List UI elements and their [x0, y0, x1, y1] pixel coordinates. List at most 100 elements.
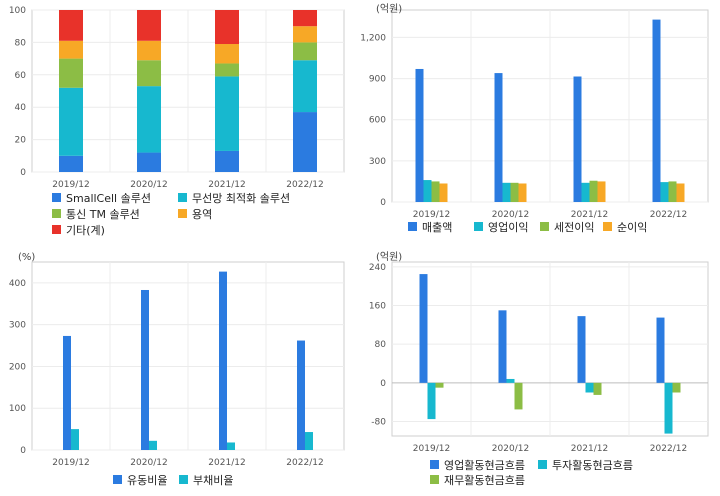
- bar: [431, 181, 440, 202]
- legend-swatch: [113, 475, 122, 484]
- bar: [293, 10, 317, 27]
- y-tick-label: 0: [380, 379, 386, 389]
- bar: [415, 68, 424, 202]
- legend-label: 투자활동현금흐름: [552, 458, 633, 472]
- y-tick-label: 40: [15, 103, 27, 113]
- x-tick-label: 2019/12: [52, 458, 89, 468]
- legend-swatch: [430, 460, 439, 469]
- legend-label: 유동비율: [127, 474, 167, 487]
- legend-swatch: [430, 475, 439, 484]
- y-tick-label: 0: [20, 168, 26, 178]
- x-tick-label: 2022/12: [286, 180, 323, 190]
- legend-swatch: [474, 222, 483, 231]
- bar: [59, 40, 83, 59]
- bar: [137, 152, 161, 172]
- bar: [593, 382, 602, 395]
- x-tick-label: 2022/12: [286, 458, 323, 468]
- bar: [581, 182, 590, 202]
- bar: [660, 182, 669, 202]
- bar: [585, 382, 594, 393]
- y-tick-label: 600: [369, 116, 386, 126]
- y-tick-label: 200: [9, 362, 26, 372]
- legend-swatch: [538, 460, 547, 469]
- bar: [656, 317, 665, 383]
- legend-label: 무선망 최적화 솔루션: [192, 192, 290, 205]
- bar: [149, 440, 157, 450]
- legend-swatch: [52, 225, 61, 234]
- legend-label: 영업활동현금흐름: [444, 458, 525, 472]
- y-tick-label: 400: [9, 279, 26, 289]
- y-tick-label: 100: [9, 404, 26, 414]
- bar: [71, 429, 79, 450]
- chart-revenue-mix: 0 20 40 60 80 100 2019/12 2020/12 2021/12 2022/12…: [9, 6, 345, 237]
- y-tick-label: 1,200: [360, 33, 386, 43]
- y-tick-label: -80: [371, 418, 386, 428]
- bar: [215, 76, 239, 151]
- bar: [293, 112, 317, 172]
- bar: [597, 181, 606, 202]
- y-tick-label: 0: [380, 198, 386, 208]
- bar: [215, 10, 239, 45]
- bar: [59, 10, 83, 41]
- x-tick-label: 2020/12: [492, 444, 529, 454]
- y-tick-label: 300: [9, 321, 26, 331]
- bar: [668, 181, 677, 202]
- bar: [419, 274, 428, 383]
- chart-cashflow: -80 0 80 160 240(억원) 2019/12 2020/12 2021/12 202…: [369, 251, 709, 487]
- legend-swatch: [179, 475, 188, 484]
- unit-label: (%): [18, 252, 35, 263]
- y-tick-label: 300: [369, 157, 386, 167]
- bar: [215, 63, 239, 77]
- bar: [514, 382, 523, 410]
- legend-swatch: [540, 222, 549, 231]
- x-tick-label: 2020/12: [130, 180, 167, 190]
- bar: [137, 60, 161, 87]
- x-tick-label: 2020/12: [130, 458, 167, 468]
- bar: [293, 42, 317, 61]
- y-tick-label: 20: [15, 136, 27, 146]
- bar: [577, 316, 586, 383]
- bar: [59, 87, 83, 156]
- bar: [297, 340, 305, 450]
- legend-label: 부채비율: [193, 474, 233, 487]
- bar: [652, 19, 661, 202]
- y-tick-label: 80: [15, 38, 27, 48]
- bar: [137, 10, 161, 41]
- legend-label: 매출액: [422, 221, 452, 234]
- legend-label: 용역: [192, 208, 212, 221]
- bar: [435, 382, 444, 388]
- x-tick-label: 2019/12: [52, 180, 89, 190]
- bar: [494, 73, 503, 202]
- legend-label: 기타(계): [66, 224, 105, 237]
- unit-label: (억원): [376, 3, 402, 15]
- y-tick-label: 0: [20, 446, 26, 456]
- chart-ratios: 0 100 200 300 400 (%) 2019/12 2020/12 2021/12 202…: [9, 252, 345, 487]
- bar: [305, 432, 313, 450]
- bar: [676, 183, 685, 202]
- bar: [219, 271, 227, 450]
- bar: [439, 183, 448, 202]
- x-tick-label: 2020/12: [492, 210, 529, 220]
- bar: [510, 182, 519, 202]
- y-tick-label: 900: [369, 75, 386, 85]
- x-tick-label: 2022/12: [650, 210, 687, 220]
- bar: [573, 76, 582, 202]
- bar: [137, 40, 161, 61]
- legend-swatch: [178, 193, 187, 202]
- x-tick-label: 2019/12: [413, 444, 450, 454]
- legend-swatch: [408, 222, 417, 231]
- x-tick-label: 2021/12: [208, 458, 245, 468]
- legend-label: SmallCell 솔루션: [66, 192, 151, 205]
- legend-label: 통신 TM 솔루션: [66, 208, 140, 221]
- chart-income: 0 300 600 900 1,200 (억원) 2019/12 2020/12 2021/12…: [360, 3, 709, 234]
- bar: [59, 58, 83, 88]
- bar: [215, 150, 239, 172]
- bar: [137, 86, 161, 153]
- bar: [672, 382, 681, 393]
- bar: [506, 378, 515, 383]
- y-tick-label: 60: [15, 71, 27, 81]
- x-tick-label: 2021/12: [571, 444, 608, 454]
- bar: [423, 180, 432, 202]
- legend-swatch: [52, 193, 61, 202]
